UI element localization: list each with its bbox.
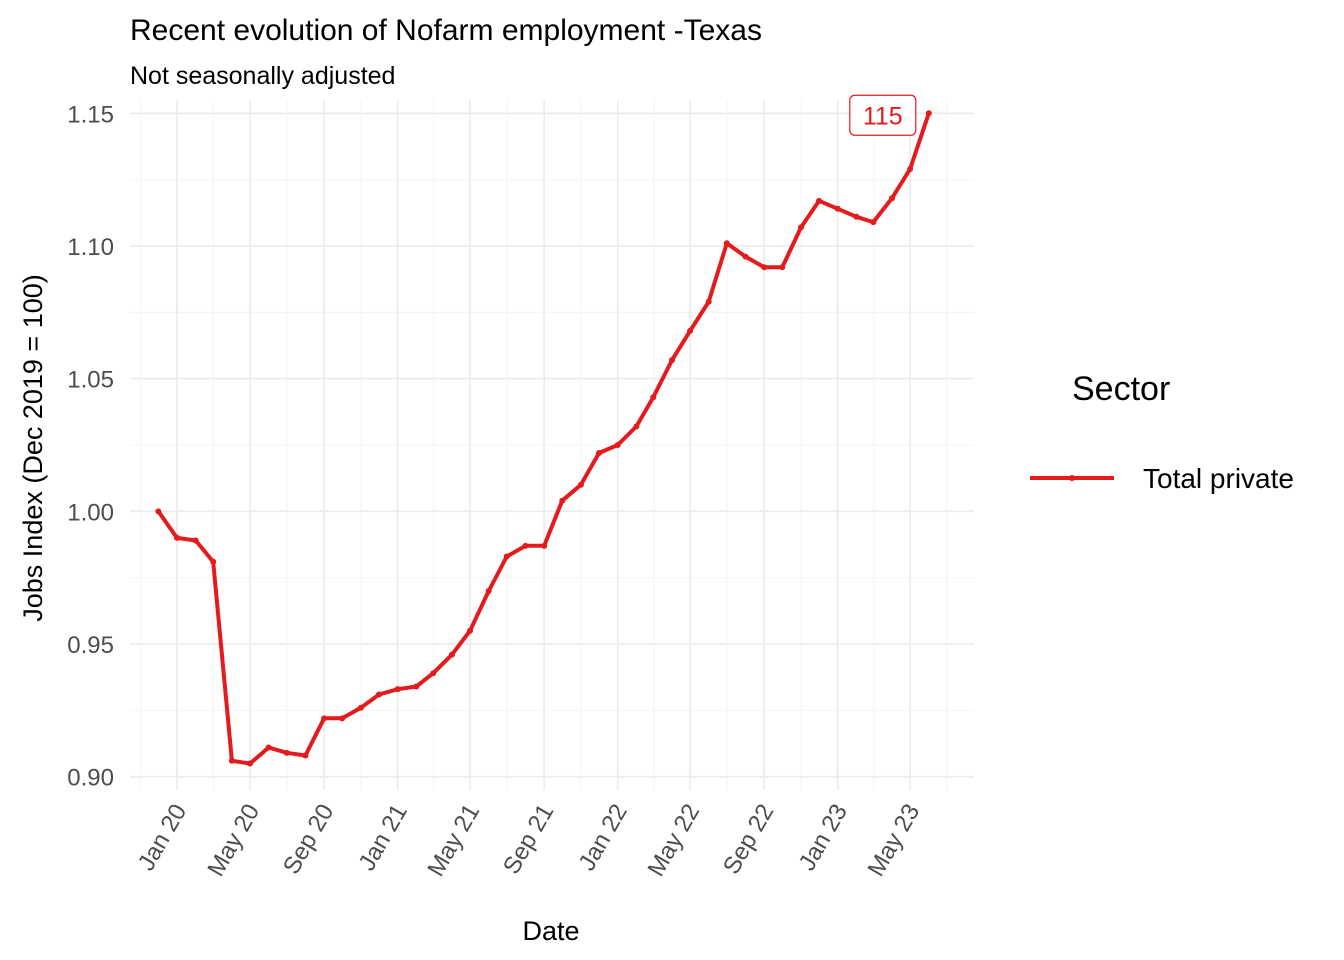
data-point <box>339 715 346 722</box>
data-point <box>448 651 455 658</box>
data-point <box>413 683 420 690</box>
x-tick-label: Jan 21 <box>353 800 412 876</box>
data-point <box>302 752 309 759</box>
data-point <box>925 110 932 117</box>
data-point <box>283 749 290 756</box>
x-tick-label: May 20 <box>202 800 265 882</box>
y-axis-ticks: 0.90 0.95 1.00 1.05 1.10 1.15 <box>67 101 114 791</box>
data-point <box>321 715 328 722</box>
x-tick-label: Sep 22 <box>718 800 779 879</box>
y-tick-label: 0.95 <box>67 632 114 659</box>
data-point <box>907 166 914 172</box>
data-point <box>375 691 382 698</box>
data-point <box>577 481 584 488</box>
x-tick-label: Jan 22 <box>573 800 632 876</box>
annotation-label: 115 <box>863 102 903 130</box>
data-point <box>870 219 877 226</box>
data-point <box>687 327 694 334</box>
legend-label: Total private <box>1143 463 1294 494</box>
chart-subtitle: Not seasonally adjusted <box>130 62 395 90</box>
data-point <box>559 497 566 504</box>
x-tick-label: May 21 <box>422 800 485 882</box>
y-tick-label: 1.00 <box>67 499 114 526</box>
x-tick-label: Jan 20 <box>133 800 192 876</box>
legend-title: Sector <box>1072 370 1170 408</box>
data-point <box>265 744 272 751</box>
series-layer <box>155 110 932 767</box>
data-point <box>705 298 712 305</box>
data-point <box>485 587 492 594</box>
data-point <box>614 442 621 448</box>
x-axis-title: Date <box>522 916 579 946</box>
x-tick-label: May 23 <box>863 800 926 882</box>
legend: Sector Total private <box>1030 370 1294 494</box>
data-point <box>357 704 364 711</box>
annotation-box <box>849 94 917 136</box>
x-tick-label: Sep 20 <box>278 800 339 879</box>
y-tick-label: 0.90 <box>67 765 114 792</box>
data-point <box>541 542 548 549</box>
data-point <box>633 423 640 430</box>
x-tick-label: Sep 21 <box>498 800 559 879</box>
data-point <box>394 686 401 693</box>
data-point <box>210 558 217 565</box>
chart-title: Recent evolution of Nofarm employment -T… <box>130 14 762 47</box>
data-point <box>797 224 804 231</box>
legend-key-point <box>1069 475 1075 481</box>
data-point <box>503 553 510 560</box>
data-point <box>668 357 675 364</box>
data-point <box>174 534 181 541</box>
data-point <box>246 760 253 767</box>
data-point <box>192 537 199 544</box>
data-point <box>596 449 603 456</box>
data-point <box>742 253 749 260</box>
data-point <box>761 264 768 271</box>
y-tick-label: 1.05 <box>67 367 114 394</box>
y-axis-title: Jobs Index (Dec 2019 = 100) <box>18 274 48 621</box>
data-point <box>155 508 162 515</box>
data-point <box>834 205 841 212</box>
data-point <box>467 627 474 634</box>
data-point <box>430 670 437 677</box>
y-tick-label: 1.10 <box>67 234 114 261</box>
x-tick-label: May 22 <box>643 800 706 882</box>
data-point <box>723 240 730 247</box>
x-axis-ticks: Jan 20 May 20 Sep 20 Jan 21 May 21 Sep 21 Jan … <box>133 800 925 882</box>
x-tick-label: Jan 23 <box>794 800 853 876</box>
y-tick-label: 1.15 <box>67 101 114 128</box>
data-point <box>228 757 235 764</box>
data-point <box>779 264 786 271</box>
data-point <box>816 197 823 204</box>
data-point <box>853 213 860 220</box>
annotation-layer: 115 <box>849 94 917 136</box>
plot-grid <box>130 100 974 790</box>
data-point <box>650 394 657 401</box>
data-point <box>522 542 529 549</box>
data-point <box>889 195 896 202</box>
